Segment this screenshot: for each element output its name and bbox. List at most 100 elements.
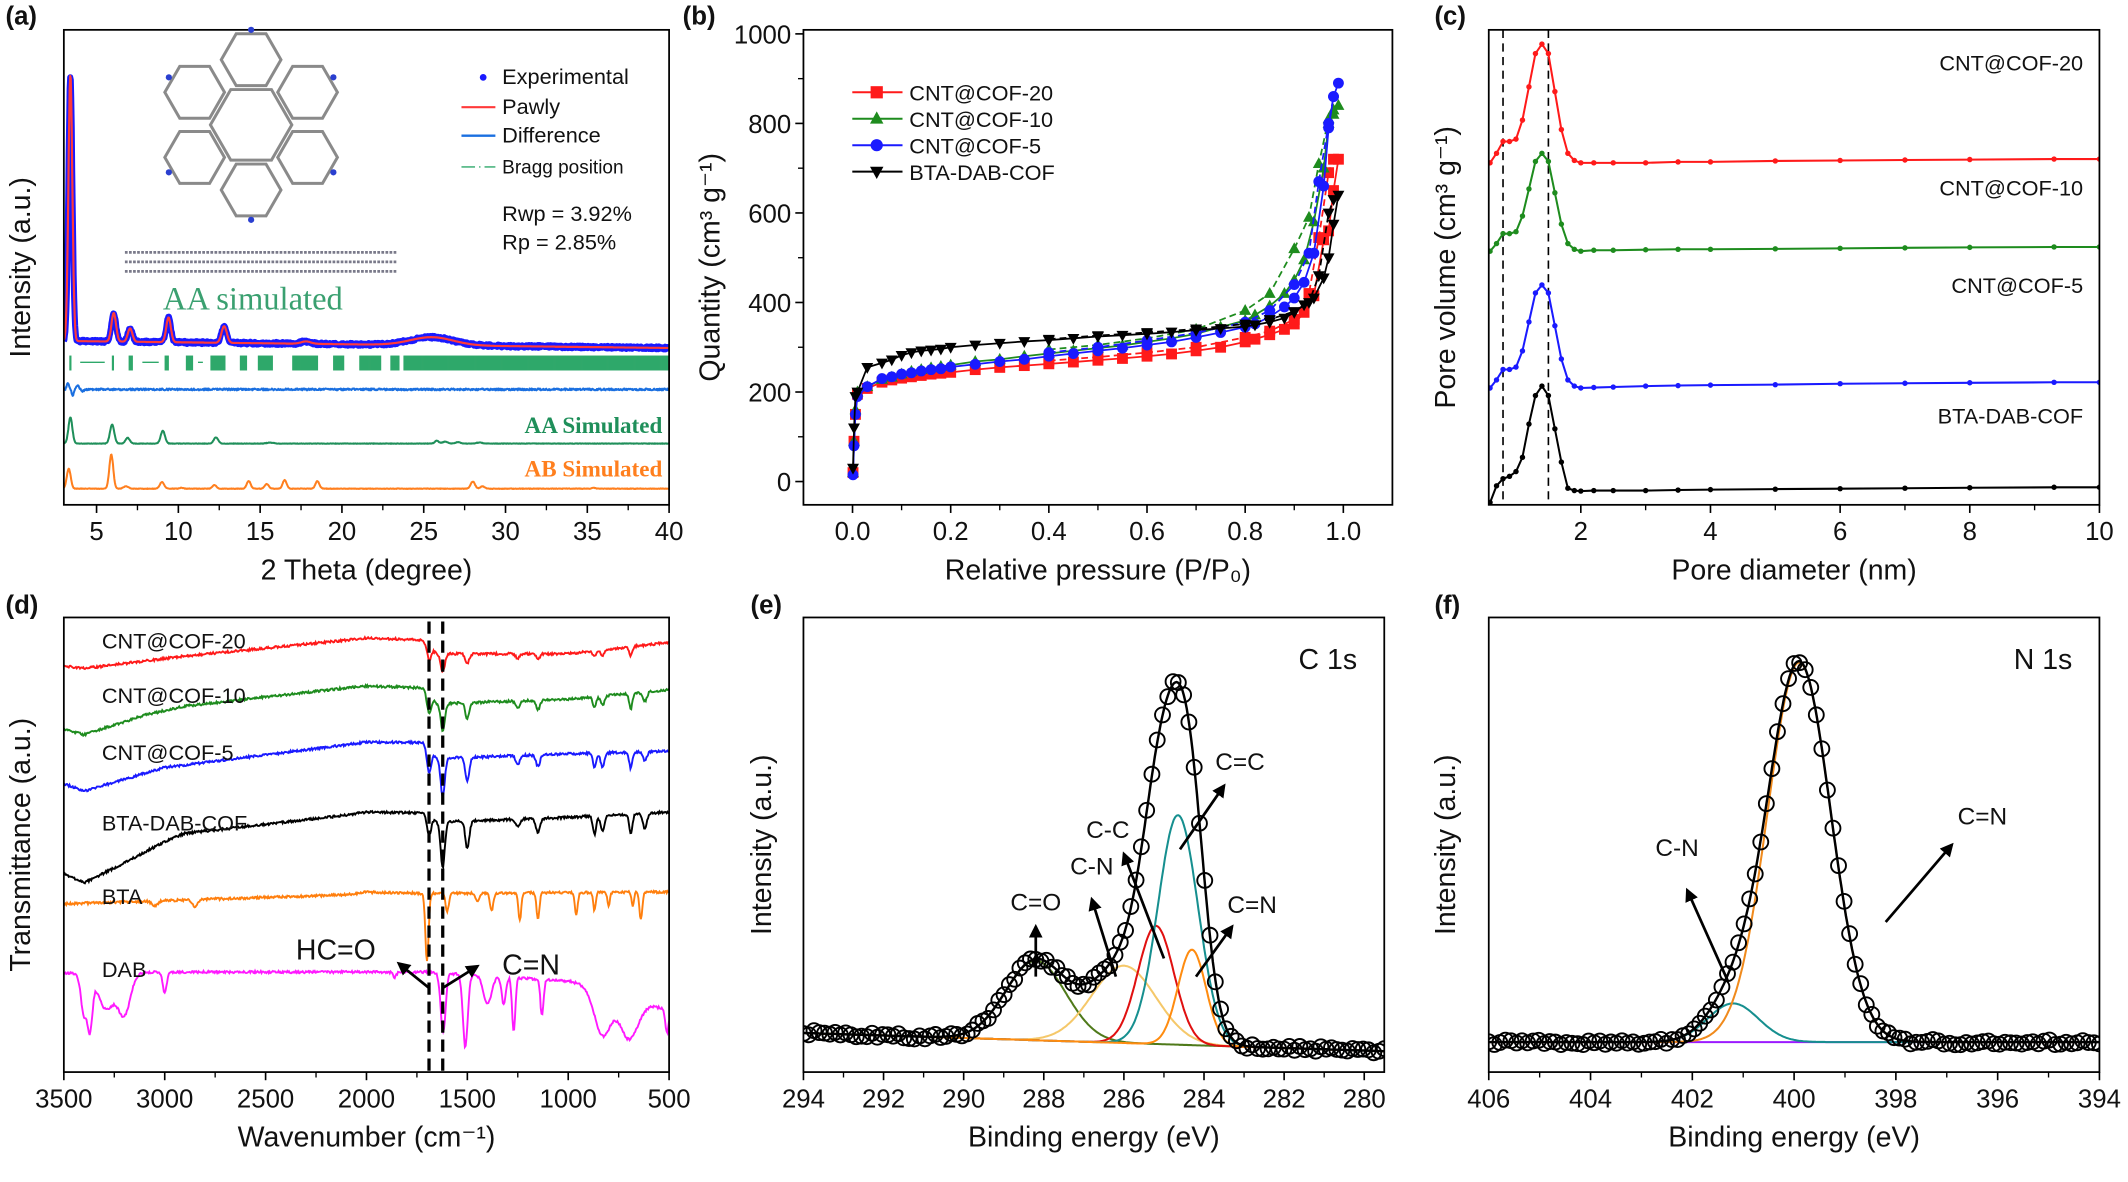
square-marker (1067, 356, 1079, 368)
bragg-tick (551, 355, 553, 371)
annotation-arrow (1194, 924, 1234, 978)
bragg-tick (303, 355, 306, 371)
bragg-tick (531, 355, 533, 371)
bragg-tick (545, 355, 548, 371)
bragg-tick (458, 355, 460, 371)
data-point (1707, 246, 1714, 253)
circle-marker (1018, 353, 1030, 365)
circle-marker (1288, 279, 1300, 291)
bragg-tick (575, 355, 577, 371)
data-point (1488, 160, 1493, 166)
bragg-tick (632, 355, 634, 371)
bragg-tick (457, 355, 459, 371)
square-marker (1141, 347, 1153, 359)
bragg-tick (563, 355, 565, 371)
data-point (1117, 922, 1134, 939)
bragg-tick (263, 355, 266, 371)
bragg-tick (472, 355, 474, 371)
bragg-tick (301, 355, 303, 371)
bragg-tick (439, 355, 442, 371)
data-point (1497, 1031, 1514, 1049)
bragg-tick (468, 355, 470, 371)
data-point (1578, 385, 1584, 391)
data-point (1552, 426, 1558, 432)
hexagon-ring (275, 130, 340, 185)
legend: Experimental Pawly Difference Bragg positio… (461, 64, 629, 179)
data-point (1902, 485, 1908, 491)
y-tick-label: 800 (748, 111, 791, 139)
bragg-tick (420, 355, 422, 371)
series-label: BTA (102, 884, 143, 909)
hexagon-ring (163, 130, 227, 185)
bragg-tick (640, 355, 643, 371)
data-point (1642, 383, 1649, 389)
triangle-up-marker (1298, 253, 1311, 265)
data-point (1506, 230, 1513, 237)
bragg-tick (242, 355, 245, 371)
data-point (1680, 1025, 1698, 1043)
data-point (1488, 385, 1493, 391)
bragg-tick (442, 355, 445, 371)
annotation-arrow (1685, 887, 1730, 982)
bragg-tick (243, 355, 246, 371)
bragg-tick (631, 355, 633, 371)
x-tick-label: 394 (2078, 1085, 2121, 1113)
triangle-down-marker (895, 350, 908, 362)
series-label: CNT@COF-5 (102, 740, 234, 765)
bragg-tick (432, 355, 435, 371)
data-point (1180, 713, 1198, 731)
triangle-down-marker (1214, 324, 1227, 335)
bragg-tick (475, 355, 477, 371)
bragg-tick (525, 355, 527, 371)
series-cnt@cof-5 (1488, 282, 2100, 391)
data-point (2079, 1034, 2097, 1051)
triangle-down-marker (1327, 195, 1340, 207)
data-point (1519, 454, 1526, 461)
triangle-down-marker (1239, 319, 1252, 331)
bragg-tick (616, 355, 618, 371)
bragg-tick (393, 355, 395, 371)
bragg-tick (339, 355, 342, 371)
bragg-tick (622, 355, 624, 371)
circle-marker (847, 469, 859, 481)
bragg-tick (522, 355, 524, 371)
triangle-down-marker (915, 346, 928, 358)
data-point (1532, 392, 1539, 399)
data-point (1532, 50, 1539, 57)
bragg-tick (523, 355, 525, 371)
data-point (1558, 221, 1565, 227)
x-axis-label: Binding energy (eV) (1668, 1122, 1920, 1154)
bragg-tick (519, 355, 521, 371)
data-point (803, 1025, 812, 1042)
data-point (1143, 765, 1161, 783)
bragg-tick (396, 355, 398, 371)
x-tick-label: 280 (1343, 1085, 1386, 1113)
bragg-tick (488, 355, 491, 371)
data-point (1642, 160, 1649, 166)
circle-marker (1323, 117, 1335, 129)
triangle-down-marker (1067, 333, 1080, 345)
data-point (1837, 157, 1843, 164)
bragg-tick (492, 355, 495, 371)
circle-marker (925, 364, 937, 376)
bragg-tick (129, 355, 131, 371)
bragg-tick (461, 355, 463, 371)
bragg-tick (191, 355, 194, 371)
spectrum-cnt@cof-5 (63, 739, 670, 798)
bragg-tick (556, 355, 558, 371)
bragg-tick (567, 355, 569, 371)
bragg-tick (376, 355, 379, 371)
data-point (1500, 138, 1506, 145)
circle-marker (861, 381, 873, 393)
y-axis-label: Pore volume (cm³ g⁻¹) (1430, 126, 1462, 409)
data-point (1571, 246, 1578, 253)
data-point (1846, 955, 1864, 973)
bragg-tick (664, 355, 666, 371)
bragg-tick (448, 355, 450, 371)
bragg-tick (557, 355, 559, 371)
data-point (1741, 890, 1759, 908)
data-point (1774, 695, 1792, 713)
bragg-tick (599, 355, 602, 371)
data-point (1675, 487, 1681, 493)
bragg-tick (537, 355, 540, 371)
